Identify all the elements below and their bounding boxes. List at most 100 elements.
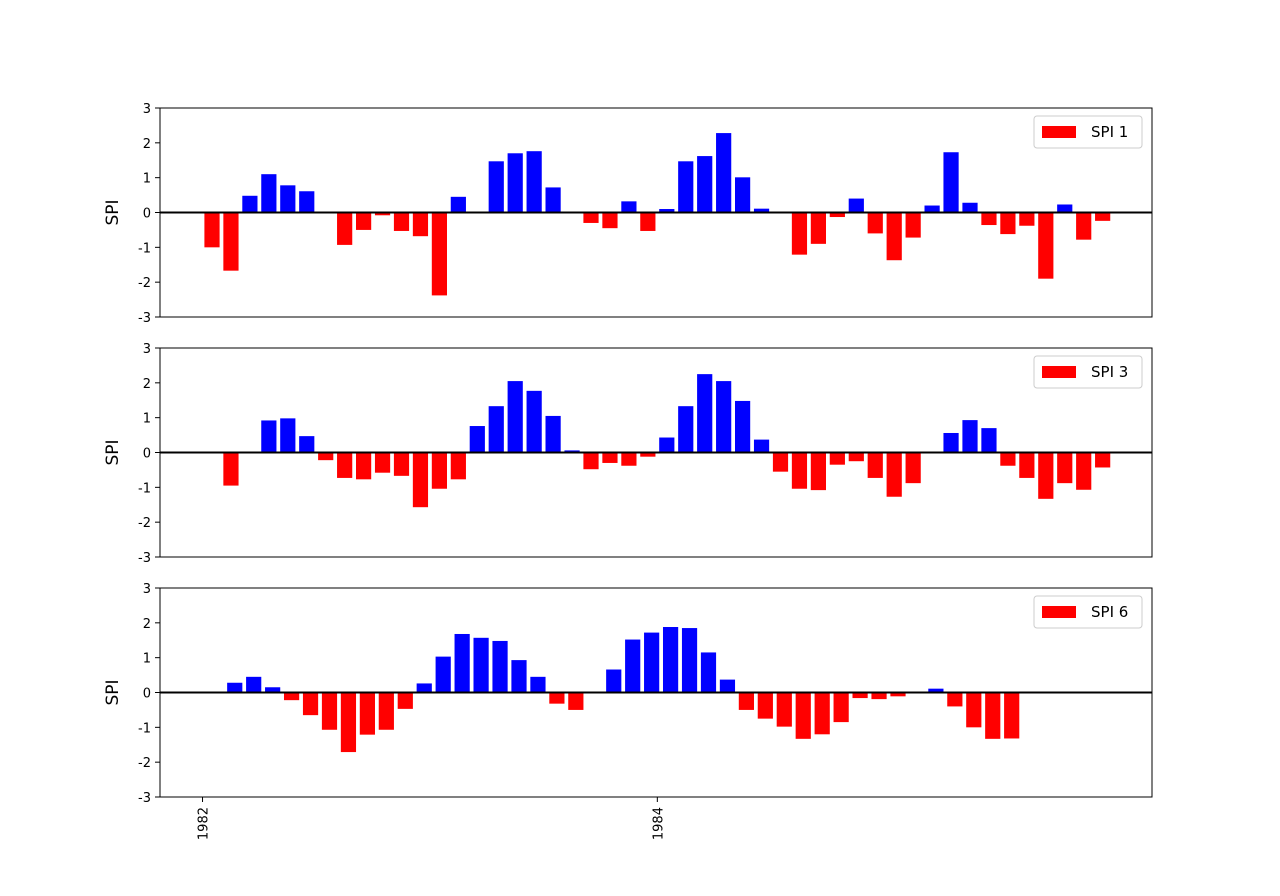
bar xyxy=(1019,212,1035,226)
bar xyxy=(852,692,868,699)
bar xyxy=(621,201,637,213)
bar xyxy=(890,692,906,697)
bar xyxy=(924,205,940,213)
bar xyxy=(299,436,315,453)
legend-box xyxy=(1033,115,1143,149)
bar xyxy=(223,452,239,486)
bar xyxy=(681,628,698,693)
legend: SPI 1 xyxy=(1033,115,1143,149)
bar xyxy=(507,153,523,213)
bar xyxy=(318,452,334,461)
bar xyxy=(678,406,694,453)
bar xyxy=(549,692,565,704)
y-tick-label: -3 xyxy=(138,311,151,326)
bar xyxy=(716,133,732,213)
y-tick-label: -3 xyxy=(138,551,151,566)
bar xyxy=(488,161,504,213)
bar xyxy=(867,452,883,478)
bar xyxy=(583,212,599,223)
bar xyxy=(378,692,394,730)
bar xyxy=(416,683,432,693)
bar xyxy=(1076,212,1092,240)
y-tick-label: 0 xyxy=(143,207,151,222)
bar xyxy=(526,390,542,453)
bar xyxy=(776,692,792,727)
bar xyxy=(337,452,353,478)
bar xyxy=(753,439,770,453)
bar xyxy=(871,692,887,700)
bar xyxy=(602,452,618,463)
bar xyxy=(719,679,736,693)
bar xyxy=(488,406,504,453)
bar xyxy=(412,452,429,508)
bar xyxy=(530,676,546,693)
bar xyxy=(1000,452,1016,466)
bar xyxy=(700,652,717,693)
bar xyxy=(640,212,656,231)
bar xyxy=(829,452,845,465)
bar xyxy=(905,212,921,238)
bar xyxy=(265,687,281,693)
bar xyxy=(640,452,656,457)
bar xyxy=(829,212,845,218)
y-tick-label: 3 xyxy=(143,582,151,597)
y-tick-label: 3 xyxy=(143,342,151,357)
bar xyxy=(1004,692,1020,739)
legend-box xyxy=(1033,595,1143,629)
y-tick-label: -1 xyxy=(138,241,151,256)
y-tick-label: -1 xyxy=(138,721,151,736)
bar xyxy=(602,212,618,229)
bar xyxy=(791,452,808,489)
y-axis-label: SPI xyxy=(103,199,123,225)
bar xyxy=(791,212,808,255)
bar xyxy=(564,450,580,453)
bar xyxy=(261,420,277,453)
x-tick-label: 1982 xyxy=(197,807,212,840)
legend-swatch xyxy=(1042,366,1076,378)
bar xyxy=(511,660,527,693)
bar xyxy=(568,692,584,710)
bar xyxy=(246,676,262,693)
bar xyxy=(735,400,751,453)
bar xyxy=(943,432,959,453)
bar xyxy=(242,195,258,213)
bar xyxy=(454,633,470,693)
legend-swatch xyxy=(1042,606,1076,618)
panel-1: 3 2 1 0 -1 -2 -3 SPI SPI 1 xyxy=(103,102,1153,326)
bar xyxy=(302,692,319,716)
y-tick-label: 0 xyxy=(143,687,151,702)
bar xyxy=(1095,452,1111,468)
bar xyxy=(1095,212,1111,221)
panel-3: 3 2 1 0 -1 -2 -3 SPI SPI 6 xyxy=(103,582,1153,806)
bar xyxy=(659,209,675,213)
y-tick-label: -3 xyxy=(138,791,151,806)
y-tick-label: -2 xyxy=(138,756,151,771)
bar xyxy=(393,452,410,476)
bar xyxy=(981,428,997,453)
y-tick-label: -1 xyxy=(138,481,151,496)
legend: SPI 6 xyxy=(1033,595,1143,629)
panel-2: 3 2 1 0 -1 -2 -3 SPI SPI 3 xyxy=(103,342,1153,566)
legend-swatch xyxy=(1042,126,1076,138)
legend-label: SPI 6 xyxy=(1091,603,1128,621)
bar xyxy=(810,212,826,244)
bar xyxy=(526,151,542,213)
bar xyxy=(492,640,508,693)
y-tick-label: 0 xyxy=(143,447,151,462)
y-tick-label: 1 xyxy=(143,652,151,667)
bar xyxy=(848,198,864,213)
bar xyxy=(359,692,375,735)
bar xyxy=(738,692,754,710)
bar xyxy=(261,174,277,213)
bar xyxy=(716,381,732,453)
y-tick-label: 2 xyxy=(143,137,151,152)
bar xyxy=(962,420,978,453)
bar xyxy=(867,212,883,234)
bar xyxy=(223,212,239,271)
bar xyxy=(397,692,413,709)
y-axis-label: SPI xyxy=(103,679,123,705)
bar xyxy=(886,212,902,261)
bar xyxy=(833,692,849,723)
x-tick-label: 1984 xyxy=(651,807,666,840)
